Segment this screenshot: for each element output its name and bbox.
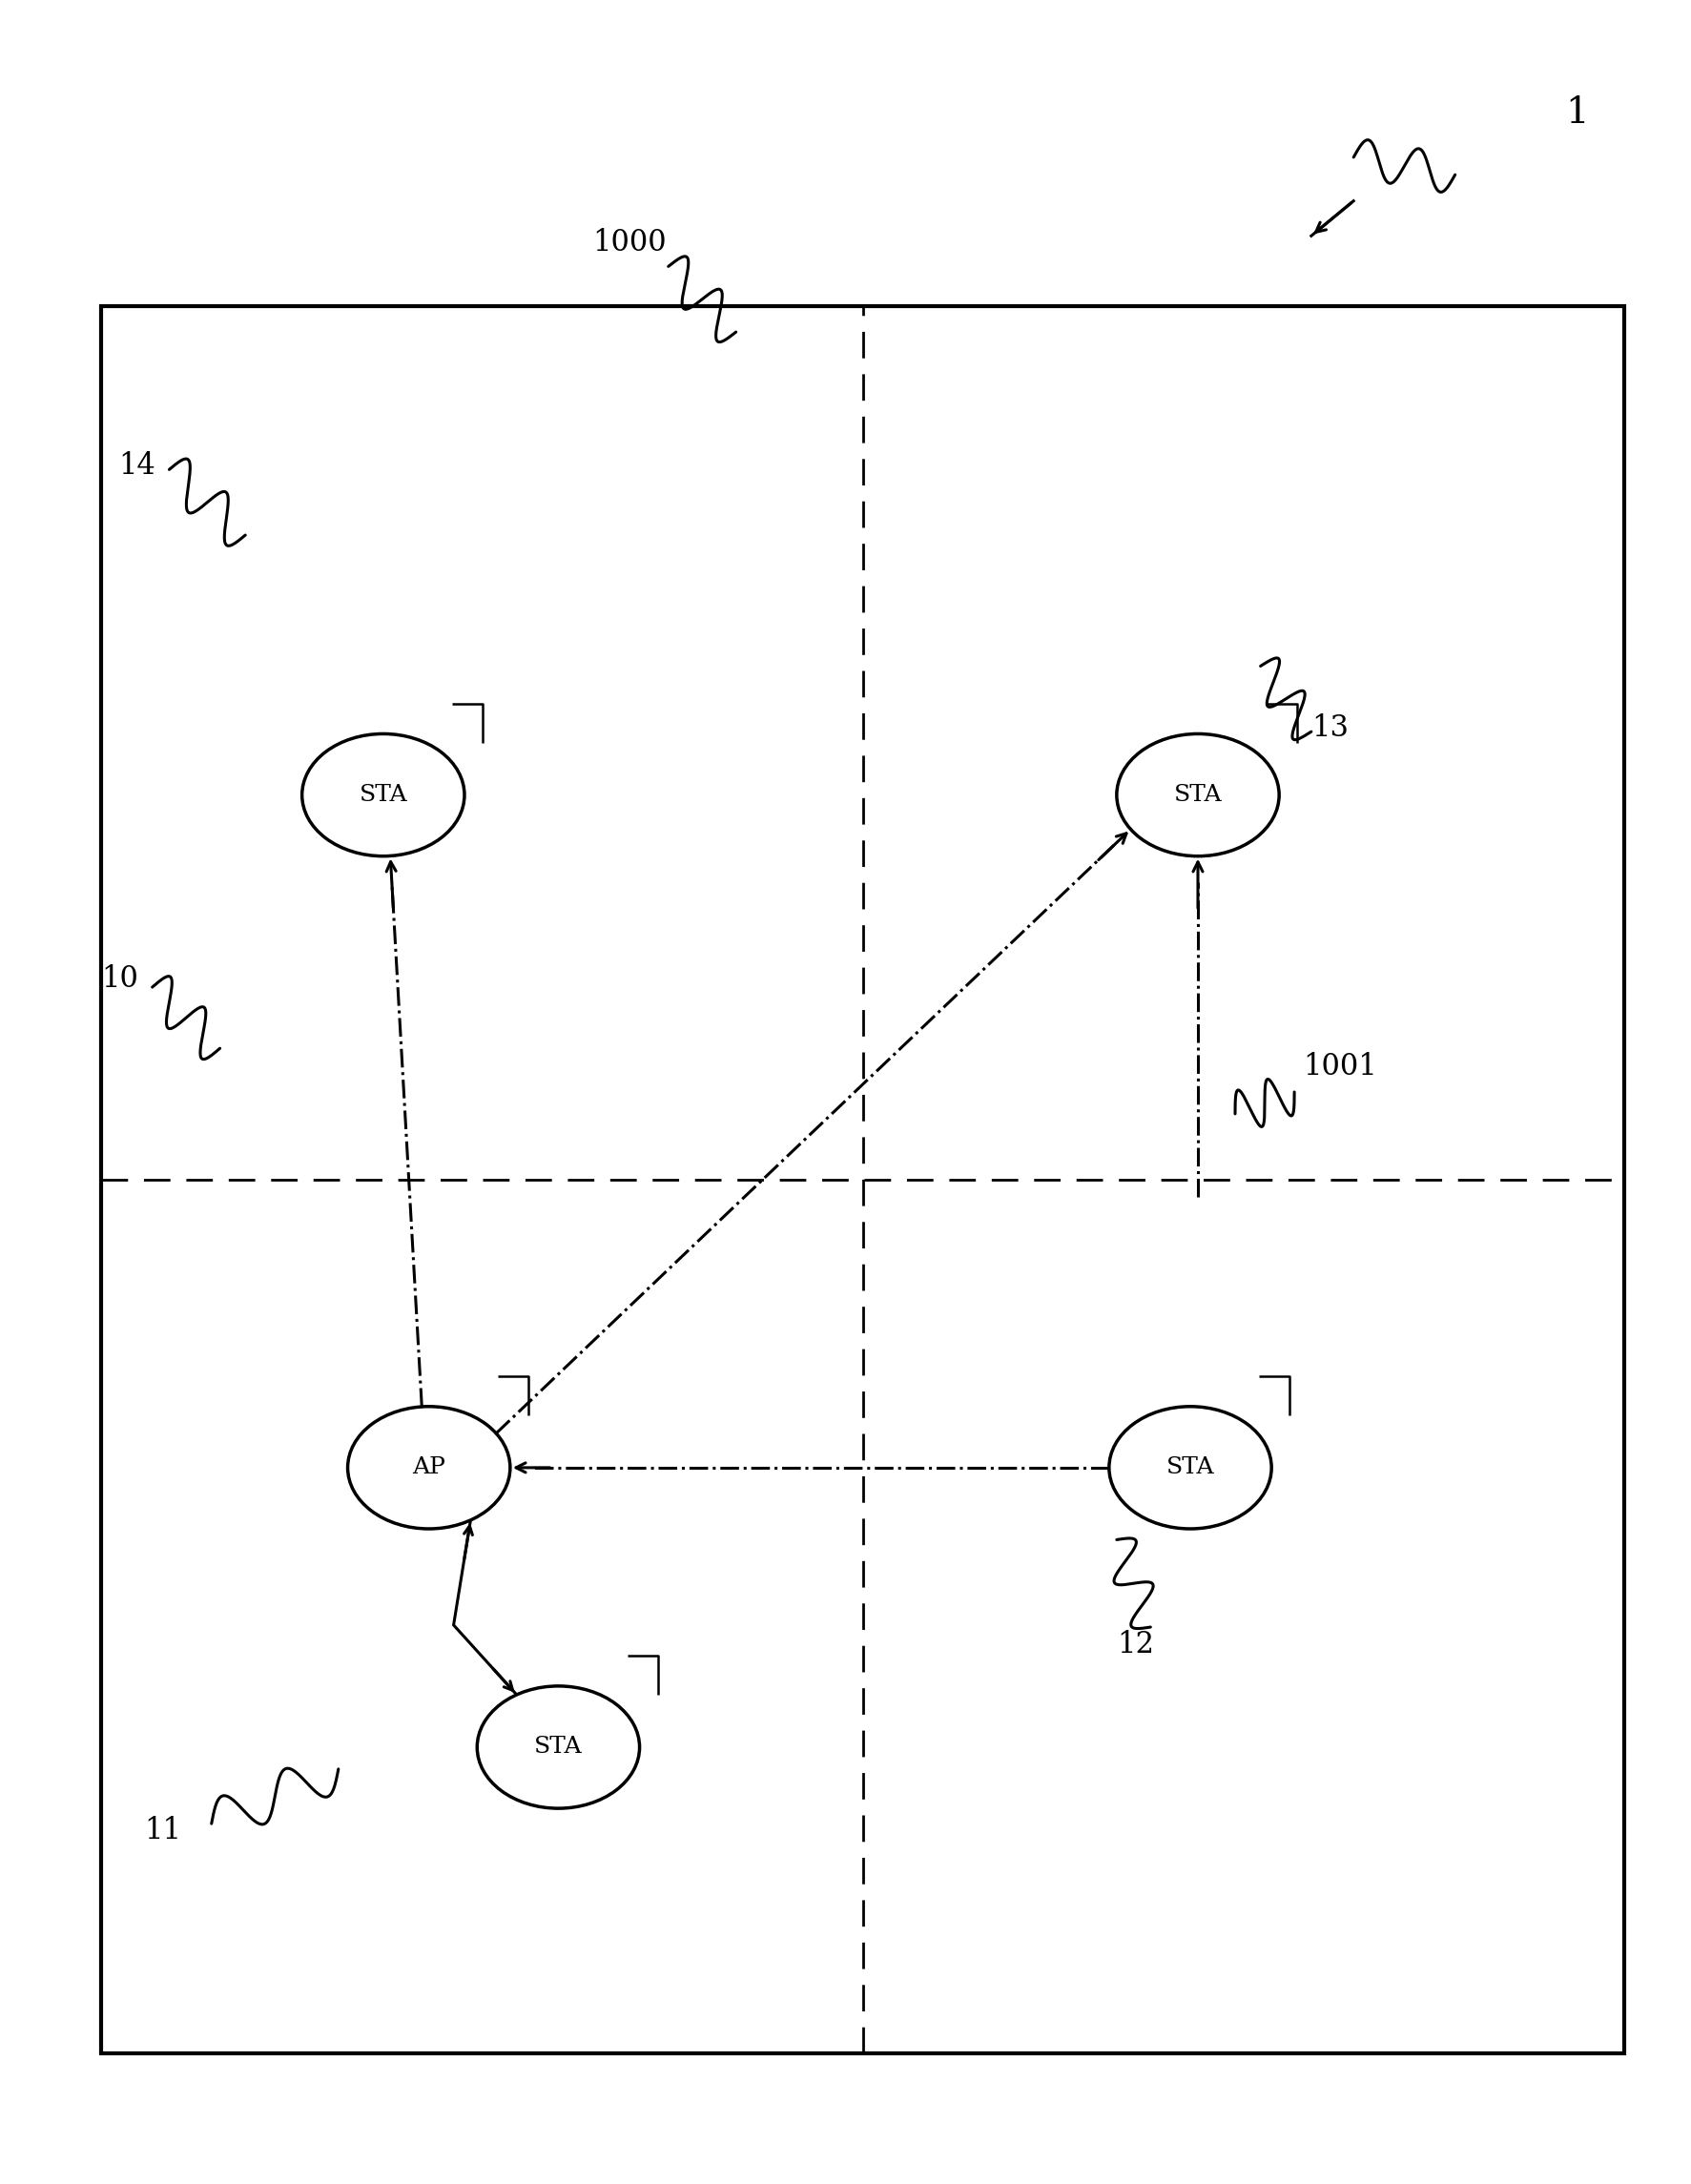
Text: 1000: 1000	[592, 227, 666, 258]
Text: 13: 13	[1311, 712, 1348, 743]
Ellipse shape	[347, 1406, 511, 1529]
Ellipse shape	[477, 1686, 639, 1808]
Text: STA: STA	[1174, 784, 1221, 806]
Text: 11: 11	[144, 1815, 181, 1845]
Text: 10: 10	[101, 963, 139, 994]
Text: 1: 1	[1564, 96, 1588, 131]
Text: 14: 14	[118, 450, 156, 480]
Bar	[101, 306, 1623, 2053]
Text: 12: 12	[1116, 1629, 1153, 1660]
Text: STA: STA	[534, 1736, 582, 1758]
Text: STA: STA	[1165, 1457, 1214, 1479]
Ellipse shape	[1116, 734, 1278, 856]
Text: 1001: 1001	[1302, 1051, 1376, 1081]
Text: STA: STA	[358, 784, 408, 806]
Ellipse shape	[301, 734, 463, 856]
Ellipse shape	[1109, 1406, 1272, 1529]
Text: AP: AP	[413, 1457, 445, 1479]
